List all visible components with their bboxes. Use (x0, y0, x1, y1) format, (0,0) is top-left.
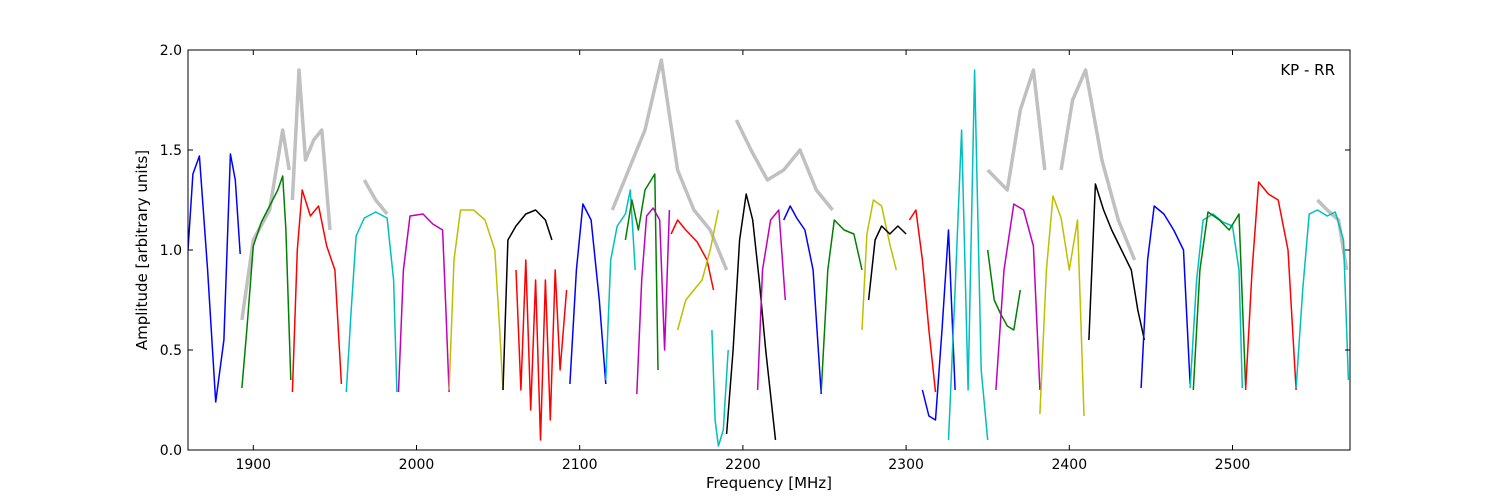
series-line-23 (947, 69, 989, 441)
x-axis-label: Frequency [MHz] (706, 474, 832, 492)
series-line-21 (908, 209, 937, 393)
series-line-14 (711, 329, 729, 447)
x-tick-label: 2100 (562, 457, 598, 473)
y-tick-label: 2.0 (160, 43, 182, 59)
series-line-26 (1039, 195, 1085, 417)
x-tick-label: 2500 (1215, 457, 1251, 473)
x-tick-label: 1900 (235, 457, 271, 473)
reference-line-5 (986, 68, 1047, 192)
series-line-25 (995, 203, 1041, 391)
series-line-7 (515, 259, 568, 441)
reference-line-4 (734, 119, 834, 212)
series-line-5 (448, 209, 504, 391)
reference-line-2 (362, 179, 389, 216)
series-line-17 (756, 209, 787, 391)
series-line-15 (725, 193, 777, 441)
y-tick-label: 1.5 (160, 143, 182, 159)
x-tick-label: 2000 (399, 457, 435, 473)
plot-background (188, 50, 1350, 450)
reference-series-layer (240, 58, 1349, 321)
series-line-8 (569, 203, 607, 385)
series-line-13 (676, 209, 720, 331)
series-line-28 (1140, 205, 1191, 389)
series-line-16 (783, 205, 822, 395)
series-line-24 (986, 249, 1022, 331)
reference-line-3 (610, 58, 729, 271)
series-line-31 (1244, 181, 1297, 391)
series-line-27 (1088, 183, 1146, 341)
series-line-3 (345, 211, 398, 393)
series-line-22 (921, 229, 956, 421)
series-line-30 (1192, 211, 1247, 391)
series-line-20 (867, 225, 907, 301)
series-line-32 (1295, 209, 1350, 389)
y-tick-label: 0.5 (160, 343, 182, 359)
series-line-4 (397, 213, 450, 393)
reference-line-7 (1316, 198, 1349, 271)
y-tick-label: 0.0 (160, 443, 182, 459)
annotation-label: KP - RR (1280, 61, 1335, 79)
series-line-1 (241, 175, 292, 389)
series-line-10 (636, 207, 671, 395)
ticks-layer: 1900 2000 2100 2200 2300 2400 2500 0.0 0.5 1.0 1.5… (160, 43, 1350, 473)
x-tick-label: 2300 (888, 457, 924, 473)
series-layer (188, 69, 1350, 447)
reference-line-0 (240, 128, 291, 321)
y-axis-label: Amplitude [arbitrary units] (133, 150, 151, 350)
series-line-11 (624, 173, 659, 371)
series-line-12 (670, 219, 715, 291)
series-line-0 (188, 153, 241, 403)
series-line-2 (291, 189, 343, 393)
x-tick-label: 2400 (1051, 457, 1087, 473)
reference-line-6 (1059, 68, 1137, 261)
series-line-19 (861, 199, 898, 331)
series-line-18 (820, 219, 863, 393)
series-line-6 (502, 209, 553, 391)
reference-line-1 (290, 68, 332, 231)
y-tick-label: 1.0 (160, 243, 182, 259)
x-tick-label: 2200 (725, 457, 761, 473)
